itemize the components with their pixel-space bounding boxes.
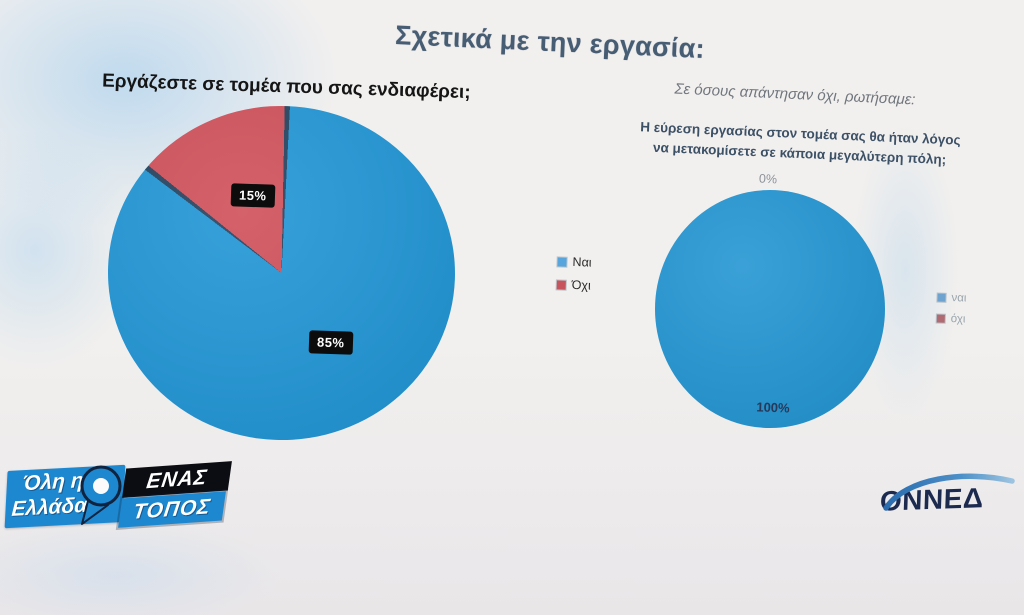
legend-item-yes: ναι: [937, 291, 967, 305]
legend-swatch-yes: [557, 256, 567, 267]
legend-item-no: Όχι: [556, 277, 592, 293]
interest-chart-title: Εργάζεστε σε τομέα που σας ενδιαφέρει;: [101, 70, 471, 104]
interest-label-no: 15%: [230, 183, 275, 208]
legend-item-yes: Ναι: [557, 254, 592, 270]
interest-pie: [102, 100, 461, 446]
legend-swatch-no: [556, 279, 566, 290]
enas-topos-logo: Όλη η Ελλάδα ΕΝΑΣ ΤΟΠΟΣ: [4, 460, 246, 540]
relocation-legend: ναι όχι: [936, 291, 967, 335]
relocation-pie: [655, 190, 885, 428]
relocation-label-yes: 100%: [756, 399, 790, 416]
slide-title: Σχετικά με την εργασία:: [394, 19, 706, 65]
interest-label-yes: 85%: [308, 330, 353, 355]
legend-label-yes: ναι: [951, 291, 967, 305]
location-pin-icon: [80, 465, 122, 525]
legend-item-no: όχι: [936, 312, 966, 326]
legend-label-no: Όχι: [571, 277, 592, 293]
relocation-label-no: 0%: [758, 171, 778, 187]
legend-label-no: όχι: [950, 312, 966, 326]
legend-label-yes: Ναι: [572, 254, 592, 270]
interest-legend: Ναι Όχι: [556, 254, 592, 301]
onned-swoosh-icon: [883, 473, 1015, 511]
onned-logo: ΟΝΝΕΔ: [872, 468, 1020, 528]
followup-subtitle: Σε όσους απάντησαν όχι, ρωτήσαμε:: [674, 80, 916, 109]
legend-swatch-yes: [937, 293, 946, 302]
legend-swatch-no: [936, 314, 945, 323]
relocation-question: Η εύρεση εργασίας στον τομέα σας θα ήταν…: [624, 117, 975, 171]
